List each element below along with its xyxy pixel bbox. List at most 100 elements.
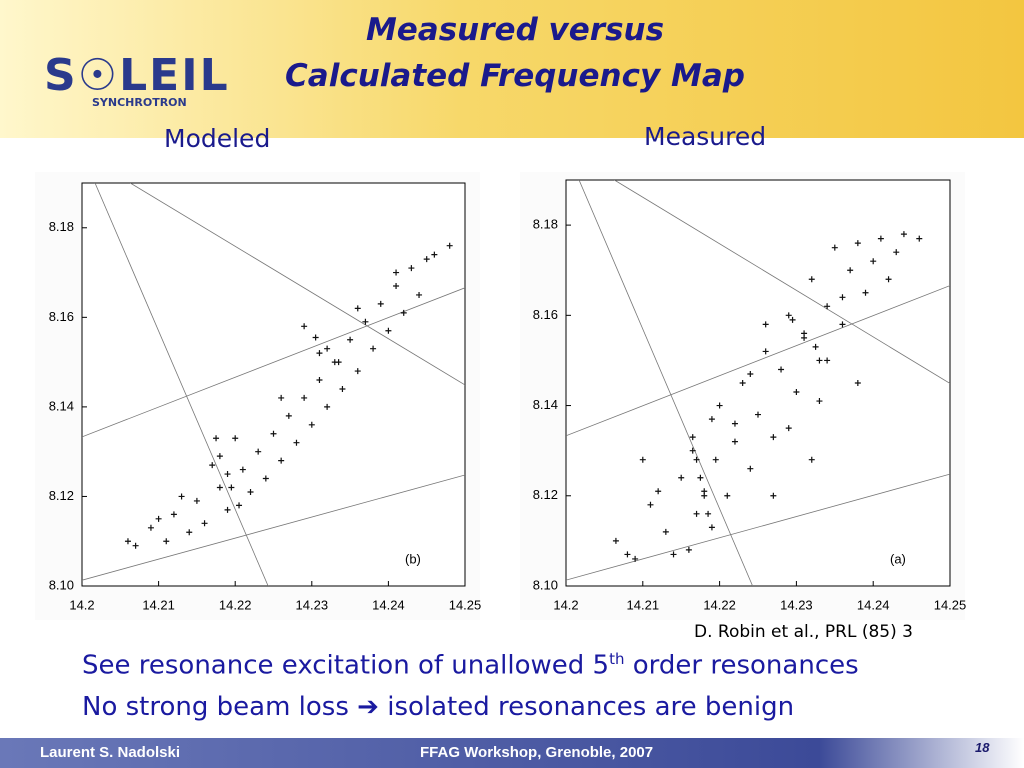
point bbox=[354, 305, 361, 312]
point bbox=[316, 350, 323, 357]
page-number: 18 bbox=[975, 740, 990, 755]
point bbox=[870, 258, 877, 265]
x-tick-label: 14.23 bbox=[296, 597, 329, 612]
x-tick-label: 14.21 bbox=[142, 597, 175, 612]
point bbox=[785, 312, 792, 319]
point bbox=[708, 524, 715, 531]
point bbox=[624, 551, 631, 558]
point bbox=[877, 235, 884, 242]
point bbox=[893, 249, 900, 256]
point bbox=[239, 466, 246, 473]
x-tick-label: 14.25 bbox=[934, 597, 967, 612]
point bbox=[789, 316, 796, 323]
point bbox=[705, 510, 712, 517]
point bbox=[339, 385, 346, 392]
y-tick-label: 8.14 bbox=[49, 398, 74, 413]
sup: th bbox=[609, 650, 625, 668]
point bbox=[785, 425, 792, 432]
resonance-line bbox=[130, 183, 465, 386]
point bbox=[801, 330, 808, 337]
point bbox=[632, 555, 639, 562]
x-tick-label: 14.2 bbox=[69, 597, 94, 612]
point bbox=[393, 269, 400, 276]
point bbox=[762, 348, 769, 355]
point bbox=[370, 345, 377, 352]
point bbox=[178, 493, 185, 500]
point bbox=[423, 256, 430, 263]
point bbox=[308, 421, 315, 428]
point bbox=[124, 538, 131, 545]
x-tick-label: 14.21 bbox=[627, 597, 660, 612]
text: order resonances bbox=[624, 650, 859, 681]
point bbox=[301, 323, 308, 330]
point bbox=[747, 370, 754, 377]
title-line: Calculated Frequency Map bbox=[285, 58, 745, 94]
point bbox=[716, 402, 723, 409]
point bbox=[209, 462, 216, 469]
point bbox=[816, 398, 823, 405]
citation: D. Robin et al., PRL (85) 3 bbox=[694, 622, 913, 642]
x-tick-label: 14.23 bbox=[780, 597, 813, 612]
text: See resonance excitation of unallowed 5 bbox=[82, 650, 610, 681]
plot-frame bbox=[81, 182, 466, 587]
point bbox=[201, 520, 208, 527]
point bbox=[678, 474, 685, 481]
logo: S☉LEIL bbox=[44, 50, 230, 101]
point bbox=[712, 456, 719, 463]
y-tick-label: 8.12 bbox=[49, 488, 74, 503]
logo-sub: SYNCHROTRON bbox=[92, 96, 187, 109]
point bbox=[731, 438, 738, 445]
point bbox=[778, 366, 785, 373]
footer: Laurent S. Nadolski FFAG Workshop, Greno… bbox=[0, 738, 1024, 768]
point bbox=[812, 343, 819, 350]
x-tick-label: 14.22 bbox=[219, 597, 252, 612]
point bbox=[839, 321, 846, 328]
point bbox=[312, 334, 319, 341]
point bbox=[854, 380, 861, 386]
point bbox=[228, 484, 235, 491]
point bbox=[147, 524, 154, 531]
plot-content bbox=[82, 183, 465, 586]
point bbox=[347, 336, 354, 343]
x-tick-label: 14.24 bbox=[857, 597, 890, 612]
point bbox=[831, 244, 838, 251]
point bbox=[770, 434, 777, 441]
charts: 8.10 8.12 8.14 8.16 8.18 14.2 14.21 14.22 14.23 1… bbox=[48, 179, 967, 613]
y-tick-label: 8.18 bbox=[49, 219, 74, 234]
point bbox=[224, 506, 231, 513]
point bbox=[793, 389, 800, 396]
point bbox=[163, 538, 170, 545]
point bbox=[446, 242, 453, 249]
text: No strong beam loss bbox=[82, 692, 358, 722]
point bbox=[278, 457, 285, 464]
title-line: Measured versus bbox=[365, 12, 665, 48]
point bbox=[816, 357, 823, 364]
point bbox=[400, 309, 407, 316]
point bbox=[385, 327, 392, 334]
point bbox=[639, 456, 646, 463]
point bbox=[701, 492, 708, 499]
point bbox=[293, 439, 300, 446]
point bbox=[393, 282, 400, 289]
author: Laurent S. Nadolski bbox=[40, 744, 181, 761]
point bbox=[916, 235, 923, 242]
point bbox=[670, 551, 677, 558]
bullet: No strong beam loss ➔ isolated resonance… bbox=[82, 692, 794, 722]
chart-title: Measured bbox=[644, 122, 767, 151]
point bbox=[808, 456, 815, 463]
point bbox=[262, 475, 269, 482]
point bbox=[354, 368, 361, 375]
point bbox=[316, 377, 323, 384]
x-tick-label: 14.22 bbox=[703, 597, 736, 612]
point bbox=[377, 300, 384, 307]
point bbox=[301, 394, 308, 401]
point bbox=[255, 448, 262, 455]
point bbox=[689, 447, 696, 454]
resonance-line bbox=[578, 180, 753, 586]
point bbox=[824, 357, 831, 364]
y-tick-label: 8.16 bbox=[49, 309, 74, 324]
point bbox=[900, 231, 907, 238]
point bbox=[170, 511, 177, 518]
point bbox=[762, 321, 769, 328]
event: FFAG Workshop, Grenoble, 2007 bbox=[420, 744, 654, 761]
